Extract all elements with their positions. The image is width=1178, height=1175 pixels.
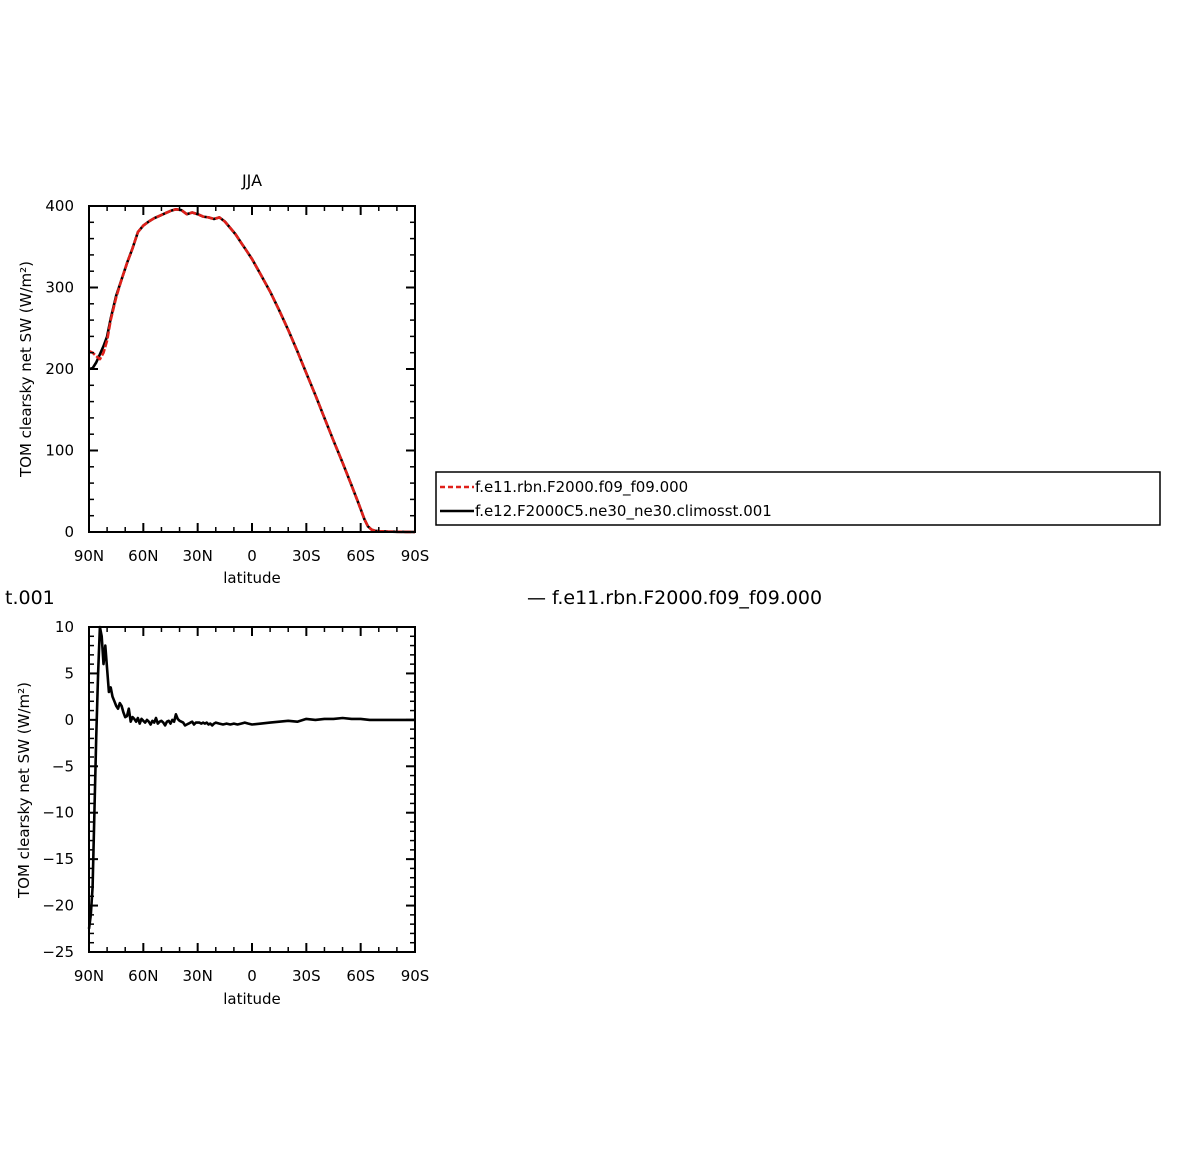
top-y-tick-label: 0	[64, 523, 74, 541]
bottom-x-tick-label: 60S	[346, 967, 375, 985]
bottom-y-tick-label: −20	[42, 897, 74, 915]
top-x-tick-label: 30N	[183, 547, 213, 565]
top-y-tick-label: 100	[45, 442, 74, 460]
bottom-x-tick-label: 90N	[74, 967, 104, 985]
bottom-y-tick-label: −25	[42, 943, 74, 961]
bottom-series-layer	[87, 625, 415, 929]
top-plot-frame	[88, 205, 416, 533]
top-x-tick-label: 90S	[401, 547, 430, 565]
bottom-series-line-0	[87, 625, 415, 929]
bottom-y-tick-label: 0	[64, 711, 74, 729]
top-y-tick-label: 200	[45, 360, 74, 378]
bottom-y-tick-label: −15	[42, 850, 74, 868]
top-y-axis-label: TOM clearsky net SW (W/m²)	[17, 261, 35, 478]
top-panel-title: JJA	[241, 171, 262, 190]
top-x-tick-label: 60S	[346, 547, 375, 565]
top-x-tick-label: 90N	[74, 547, 104, 565]
bottom-x-tick-label: 60N	[128, 967, 158, 985]
top-y-tick-label: 400	[45, 197, 74, 215]
legend-label-red: f.e11.rbn.F2000.f09_f09.000	[475, 478, 688, 497]
legend-label-black: f.e12.F2000C5.ne30_ne30.climosst.001	[475, 502, 772, 521]
bottom-y-axis-label: TOM clearsky net SW (W/m²)	[15, 682, 33, 899]
legend-entry-black: f.e12.F2000C5.ne30_ne30.climosst.001	[440, 502, 772, 521]
legend: f.e11.rbn.F2000.f09_f09.000 f.e12.F2000C…	[435, 471, 1161, 526]
bottom-x-tick-label: 0	[247, 967, 257, 985]
stray-label-left: t.001	[5, 587, 55, 609]
top-x-axis-label: latitude	[223, 569, 281, 587]
bottom-y-tick-label: −10	[42, 804, 74, 822]
bottom-x-tick-label: 30S	[292, 967, 321, 985]
top-axes-layer: 90N 60N 30N 0 30S 60S 90S 0 100 200 300 400	[45, 197, 429, 565]
bottom-y-tick-label: −5	[52, 757, 74, 775]
stray-label-right: — f.e11.rbn.F2000.f09_f09.000	[527, 587, 822, 609]
bottom-x-axis-label: latitude	[223, 990, 281, 1008]
top-x-tick-label: 0	[247, 547, 257, 565]
bottom-x-tick-label: 30N	[183, 967, 213, 985]
bottom-y-tick-label: 5	[64, 664, 74, 682]
bottom-x-tick-label: 90S	[401, 967, 430, 985]
top-x-tick-label: 30S	[292, 547, 321, 565]
bottom-y-tick-label: 10	[55, 618, 74, 636]
top-series-line-1	[88, 208, 416, 534]
legend-frame	[435, 471, 1161, 526]
top-panel: JJA 90N 60N 30N 0 30S 60S 90S 0 100 200 300 400 lat…	[17, 171, 429, 587]
bottom-plot-frame	[88, 626, 416, 953]
top-y-tick-label: 300	[45, 279, 74, 297]
top-series-layer	[88, 208, 416, 534]
top-x-tick-label: 60N	[128, 547, 158, 565]
bottom-axes-layer: 90N 60N 30N 0 30S 60S 90S −25 −20 −15 −10 −5 0 5 10	[42, 618, 429, 985]
bottom-panel: 90N 60N 30N 0 30S 60S 90S −25 −20 −15 −10 −5 0 5 10 la…	[15, 618, 429, 1008]
legend-entry-red: f.e11.rbn.F2000.f09_f09.000	[440, 478, 688, 497]
